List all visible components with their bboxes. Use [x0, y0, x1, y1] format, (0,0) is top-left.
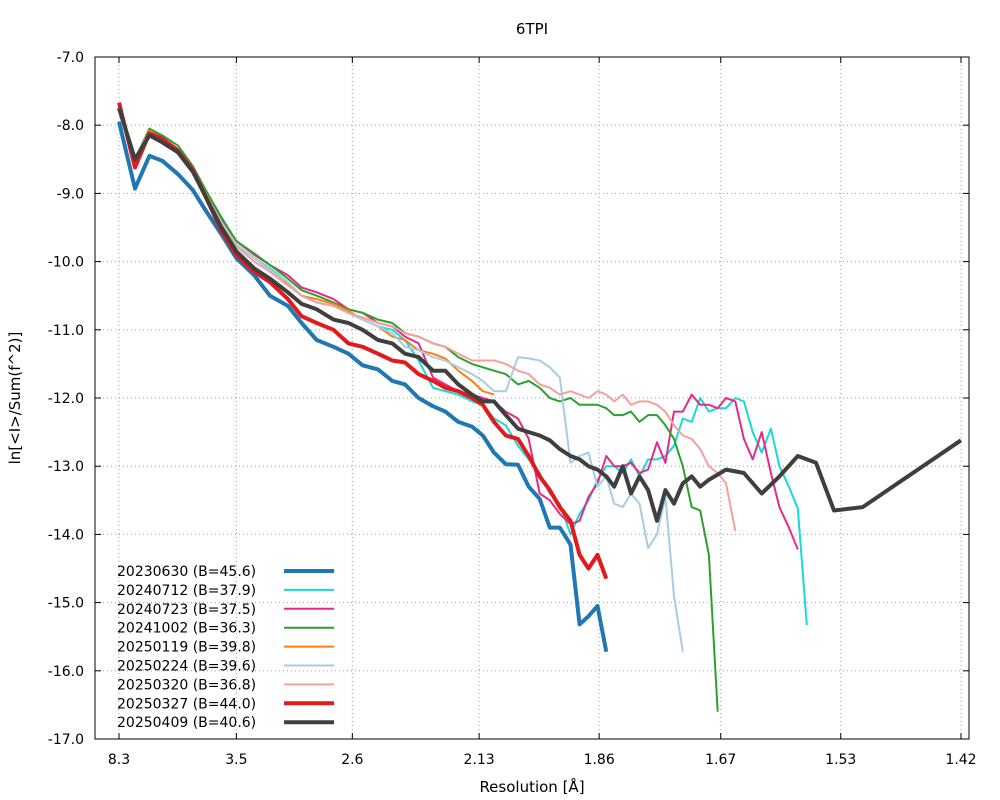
series-layer [117, 102, 963, 712]
series-line-2 [118, 104, 808, 626]
y-tick-label: -15.0 [48, 596, 84, 612]
x-tick-label: 1.86 [584, 752, 615, 768]
y-tick-label: -8.0 [57, 118, 84, 134]
legend-label: 20250327 (B=44.0) [117, 696, 256, 712]
legend-label: 20240712 (B=37.9) [117, 583, 256, 599]
x-tick-label: 2.13 [464, 752, 495, 768]
y-axis-label: ln[<I>/Sum(f^2)] [6, 332, 24, 465]
chart-title: 6TPI [516, 20, 548, 38]
series-line-9 [117, 107, 963, 523]
y-tick-label: -17.0 [48, 732, 84, 748]
x-axis-label: Resolution [Å] [479, 777, 584, 796]
legend-label: 20250119 (B=39.8) [117, 640, 256, 656]
series-line-4 [118, 104, 719, 712]
legend-label: 20250320 (B=36.8) [117, 677, 256, 693]
y-tick-label: -7.0 [57, 50, 84, 66]
x-tick-label: 1.67 [705, 752, 736, 768]
legend: 20230630 (B=45.6) 20240712 (B=37.9) 202407… [117, 564, 334, 731]
legend-label: 20241002 (B=36.3) [117, 621, 256, 637]
legend-label: 20250224 (B=39.6) [117, 659, 256, 675]
series-line-1 [117, 121, 609, 653]
y-axis: -7.0 -8.0 -9.0 -10.0 -11.0 -12.0 -13.0 -14.0 -15… [48, 50, 969, 748]
y-tick-label: -14.0 [48, 527, 84, 543]
legend-label: 20250409 (B=40.6) [117, 715, 256, 731]
x-tick-label: 1.53 [825, 752, 856, 768]
x-axis: 8.3 3.5 2.6 2.13 1.86 1.67 1.53 1.42 [108, 57, 977, 768]
x-tick-label: 1.42 [945, 752, 976, 768]
x-tick-label: 8.3 [108, 752, 130, 768]
y-tick-label: -10.0 [48, 255, 84, 271]
y-tick-label: -12.0 [48, 391, 84, 407]
y-tick-label: -9.0 [57, 186, 84, 202]
y-tick-label: -16.0 [48, 664, 84, 680]
x-tick-label: 2.6 [341, 752, 363, 768]
x-tick-label: 3.5 [225, 752, 247, 768]
legend-label: 20230630 (B=45.6) [117, 564, 256, 580]
y-tick-label: -11.0 [48, 323, 84, 339]
series-line-6 [118, 104, 684, 652]
legend-label: 20240723 (B=37.5) [117, 602, 256, 618]
series-line-7 [118, 104, 737, 532]
y-tick-label: -13.0 [48, 459, 84, 475]
